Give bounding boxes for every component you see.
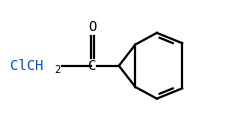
Text: C: C (88, 59, 96, 73)
Text: 2: 2 (54, 65, 60, 75)
Text: O: O (88, 20, 96, 34)
Text: ClCH: ClCH (10, 59, 43, 73)
